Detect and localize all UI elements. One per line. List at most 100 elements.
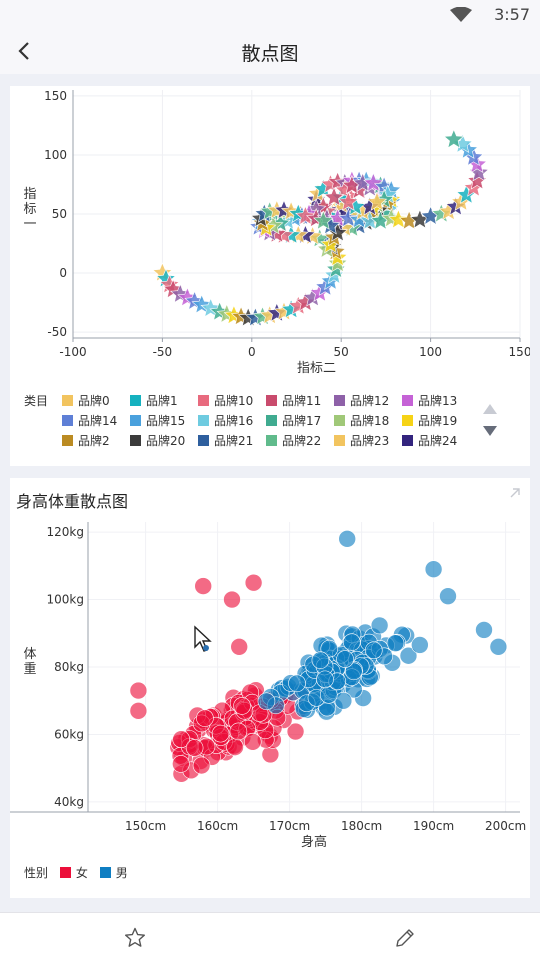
y-tick-label: 80kg (54, 660, 84, 674)
y-tick-label: 150 (44, 89, 67, 103)
legend-label: 品牌21 (214, 434, 254, 448)
app-bar: 散点图 (0, 30, 540, 74)
x-tick-label: 190cm (413, 819, 454, 833)
legend-item[interactable]: 品牌17 (266, 412, 321, 429)
height-weight-chart[interactable]: 150cm 160cm 170cm 180cm 190cm 200cm 40kg 60kg 80… (10, 518, 530, 893)
star-point (323, 186, 345, 207)
legend-label: 品牌22 (282, 434, 322, 448)
female-point (129, 681, 148, 700)
star-point (327, 252, 348, 273)
star-point (313, 210, 334, 230)
legend-title: 性别 (24, 866, 49, 880)
legend-item[interactable]: 品牌1 (130, 392, 178, 409)
male-point (316, 670, 334, 689)
height-weight-card: 身高体重散点图 150cm 160cm 170cm 180cm 190cm 200cm 40… (10, 478, 530, 898)
star-favorite-icon[interactable] (123, 926, 147, 950)
legend-swatch (198, 415, 209, 426)
female-point (192, 756, 211, 775)
brand-scatter-chart[interactable]: -100 -50 0 50 100 150 -50 0 50 100 150 指标二 指标一 (10, 86, 530, 376)
legend-item[interactable]: 品牌18 (334, 412, 389, 429)
x-tick-label: 150 (509, 345, 530, 359)
legend-label: 品牌17 (282, 414, 322, 428)
legend-label-male: 男 (115, 866, 128, 880)
female-point (211, 724, 230, 743)
legend-swatch (334, 395, 345, 406)
female-point (172, 755, 190, 773)
star-point (388, 209, 409, 229)
x-tick-label: 100 (419, 345, 442, 359)
female-point (230, 637, 248, 656)
legend-item[interactable]: 品牌22 (266, 432, 321, 449)
male-point (311, 651, 330, 669)
female-point (194, 577, 212, 595)
legend-label: 品牌19 (418, 414, 458, 428)
male-point (411, 636, 429, 654)
legend-item[interactable]: 品牌10 (198, 392, 253, 409)
legend-swatch (334, 415, 345, 426)
legend-title: 类目 (24, 394, 49, 408)
x-tick-label: 160cm (197, 819, 238, 833)
edit-pencil-icon[interactable] (393, 926, 417, 950)
legend-item[interactable]: 品牌19 (402, 412, 457, 429)
x-tick-label: 150cm (125, 819, 166, 833)
legend-label: 品牌18 (350, 414, 390, 428)
legend-swatch (266, 415, 277, 426)
legend-item[interactable]: 品牌23 (334, 432, 389, 449)
legend-swatch (402, 395, 413, 406)
legend-item[interactable]: 品牌24 (402, 432, 457, 449)
y-tick-label: 60kg (54, 727, 84, 741)
legend-item[interactable]: 品牌21 (198, 432, 253, 449)
x-tick-label: 50 (334, 345, 349, 359)
legend-label: 品牌11 (282, 394, 322, 408)
x-tick-label: 170cm (269, 819, 310, 833)
legend-swatch (130, 415, 141, 426)
legend-label: 品牌0 (78, 394, 110, 408)
legend-label: 品牌10 (214, 394, 254, 408)
legend-label: 品牌13 (418, 394, 458, 408)
star-point (338, 207, 359, 228)
legend-label: 品牌12 (350, 394, 390, 408)
legend-swatch (266, 395, 277, 406)
male-point (399, 646, 418, 665)
legend-swatch-male (99, 867, 111, 878)
x-axis-title: 指标二 (297, 361, 336, 376)
x-tick-label: -100 (59, 345, 86, 359)
male-point (386, 634, 405, 652)
legend-swatch (130, 395, 141, 406)
legend-swatch (266, 435, 277, 446)
legend-swatch (62, 395, 73, 406)
legend-label: 品牌16 (214, 414, 254, 428)
legend-swatch (130, 435, 141, 446)
legend-item[interactable]: 品牌20 (130, 432, 185, 449)
expand-icon[interactable] (508, 486, 522, 500)
gender-legend: 性别 女 男 (24, 864, 128, 881)
male-point (257, 692, 276, 711)
legend-label: 品牌20 (146, 434, 186, 448)
legend-item[interactable]: 品牌12 (334, 392, 389, 409)
legend-item[interactable]: 品牌2 (62, 432, 110, 449)
legend-item[interactable]: 品牌15 (130, 412, 185, 429)
x-tick-label: 200cm (485, 819, 526, 833)
x-tick-label: 180cm (341, 819, 382, 833)
female-point (226, 738, 244, 756)
legend-prev-page-icon[interactable] (483, 404, 497, 414)
male-point (424, 560, 443, 579)
y-tick-label: 100 (44, 148, 67, 162)
back-arrow-icon[interactable] (14, 40, 36, 62)
legend-next-page-icon[interactable] (483, 426, 497, 436)
legend-item[interactable]: 品牌13 (402, 392, 457, 409)
legend-item[interactable]: 品牌14 (62, 412, 117, 429)
legend-label: 品牌23 (350, 434, 390, 448)
y-axis-title: 指标一 (23, 187, 36, 232)
male-point (345, 662, 363, 681)
y-tick-label: 0 (59, 266, 67, 280)
legend-item[interactable]: 品牌11 (266, 392, 321, 409)
legend-swatch (402, 415, 413, 426)
female-point (185, 739, 204, 757)
status-bar: 3:57 (0, 0, 540, 30)
star-point (366, 191, 388, 211)
legend-item[interactable]: 品牌16 (198, 412, 253, 429)
female-point (229, 722, 248, 741)
legend-item[interactable]: 品牌0 (62, 392, 110, 409)
legend-swatch (334, 435, 345, 446)
